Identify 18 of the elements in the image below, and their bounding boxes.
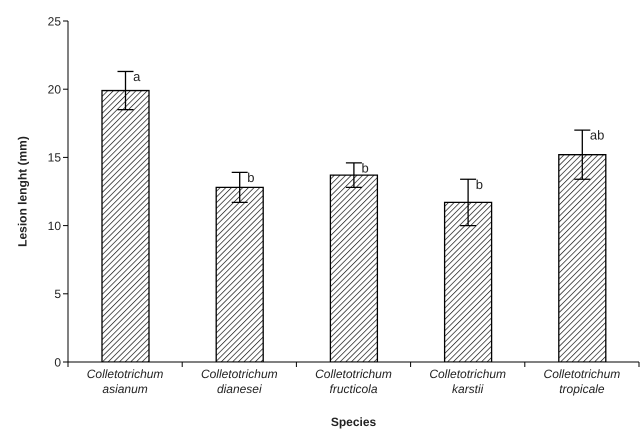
annotation: b: [362, 160, 369, 176]
y-tick-label: 25: [48, 14, 62, 28]
y-tick-label: 15: [48, 150, 62, 165]
annotation: b: [476, 176, 483, 192]
x-axis-title: Species: [330, 415, 376, 429]
y-tick-label: 20: [48, 82, 62, 96]
annotation: ab: [590, 128, 604, 143]
y-tick-label: 0: [54, 355, 62, 370]
x-tick-label: Colletotrichum fructicola: [315, 367, 392, 396]
x-tick-label: Colletotrichum asianum: [86, 367, 164, 396]
y-axis-title: Lesion lenght (mm): [15, 136, 30, 247]
x-tick-label: Colletotrichum tropicale: [544, 367, 620, 396]
y-tick-label: 5: [54, 287, 62, 302]
y-tick-label: 10: [48, 218, 62, 233]
x-tick-label: Colletotrichum dianesei: [200, 367, 278, 396]
annotation: a: [133, 69, 142, 84]
x-tick-label: Colletotrichum karstii: [429, 367, 506, 396]
annotation: b: [247, 170, 255, 186]
